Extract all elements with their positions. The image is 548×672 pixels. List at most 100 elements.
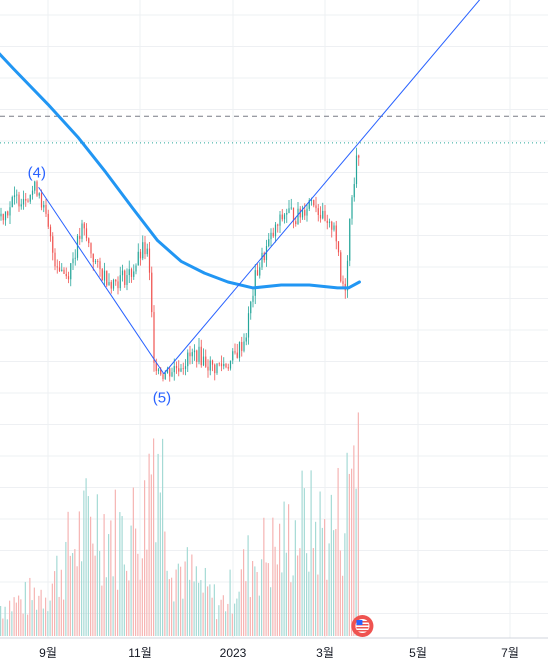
candle-body <box>119 275 121 289</box>
candle-body <box>290 207 292 209</box>
candle-body <box>54 252 56 267</box>
candle-body <box>214 364 216 374</box>
candle-body <box>333 225 335 230</box>
volume-bar <box>105 577 107 636</box>
candle-body <box>133 271 135 277</box>
volume-bar <box>45 597 47 636</box>
candle-body <box>295 221 297 225</box>
candle-body <box>79 235 81 239</box>
candle-body <box>43 204 45 208</box>
x-tick-label: 5월 <box>409 646 427 660</box>
candle-body <box>310 199 313 201</box>
candle-body <box>351 197 353 219</box>
volume-bar <box>94 555 96 636</box>
trendline-up[interactable] <box>163 0 536 375</box>
candle-body <box>34 181 36 191</box>
candle-body <box>355 155 358 185</box>
candle-body <box>335 225 337 242</box>
candle-body <box>11 197 13 208</box>
volume-bar <box>288 504 290 636</box>
volume-bar <box>234 603 236 636</box>
volume-bar <box>182 598 184 636</box>
volume-bar <box>168 579 170 636</box>
candle-body <box>281 214 283 220</box>
volume-bar <box>159 492 161 636</box>
volume-bar <box>87 496 89 636</box>
candle-body <box>101 269 103 281</box>
volume-bar <box>22 613 24 636</box>
volume-bar <box>150 474 152 636</box>
candle-body <box>49 226 52 237</box>
candle-body <box>232 351 234 361</box>
volume-bar <box>65 541 67 636</box>
volume-bar <box>13 597 15 636</box>
candle-body <box>202 356 205 366</box>
candle-body <box>299 208 301 218</box>
candle-body <box>319 214 322 219</box>
volume-bar <box>101 585 103 636</box>
moving-average-line[interactable] <box>0 42 361 290</box>
volume-bar <box>117 589 119 636</box>
volume-bar <box>218 605 220 636</box>
candle-body <box>67 276 70 280</box>
candle-body <box>227 367 229 369</box>
volume-bar <box>15 602 17 636</box>
candle-body <box>279 214 281 226</box>
volume-bar <box>56 555 58 636</box>
volume-bar <box>186 547 188 636</box>
volume-bar <box>2 618 4 636</box>
candle-body <box>61 269 63 272</box>
volume-bar <box>195 566 197 636</box>
volume-bar <box>108 534 110 636</box>
volume-bar <box>189 579 191 636</box>
candle-body <box>175 366 178 369</box>
candle-body <box>254 270 256 296</box>
candle-body <box>52 236 54 253</box>
candle-body <box>153 312 155 363</box>
candle-body <box>322 210 324 219</box>
volume-bar <box>123 564 125 636</box>
volume-bar <box>220 599 222 636</box>
volume-bar <box>29 577 31 636</box>
candle-body <box>31 190 34 195</box>
volume-bar <box>139 579 141 636</box>
volume-bar <box>31 600 33 636</box>
volume-bar <box>27 614 29 636</box>
candle-body <box>18 194 20 207</box>
volume-bar <box>103 514 105 636</box>
volume-bar <box>281 572 283 636</box>
volume-bar <box>112 576 114 636</box>
trendline-down[interactable] <box>38 187 165 375</box>
volume-bar <box>162 438 164 636</box>
candle-body <box>126 275 128 285</box>
wave-label-4: (4) <box>28 164 46 181</box>
candle-body <box>218 363 220 365</box>
candle-body <box>65 273 67 277</box>
volume-bar <box>99 551 101 636</box>
volume-bar <box>256 572 258 636</box>
volume-bar <box>4 606 6 636</box>
volume-bar <box>153 438 155 636</box>
candle-body <box>72 258 74 264</box>
volume-bar <box>96 494 98 636</box>
candle-body <box>94 261 97 263</box>
candle-body <box>265 246 268 261</box>
candle-body <box>331 221 333 230</box>
candle-body <box>184 366 187 369</box>
volume-bar <box>85 478 87 636</box>
volume-bar <box>321 527 323 636</box>
volume-bar <box>58 596 60 636</box>
flag-canton <box>356 620 363 625</box>
us-flag-icon[interactable] <box>351 615 374 637</box>
candle-body <box>247 313 250 338</box>
volume-bar <box>63 599 65 636</box>
volume-bar <box>279 523 281 636</box>
volume-bar <box>306 553 308 636</box>
volume-bar <box>328 543 330 636</box>
candle-body <box>340 252 342 282</box>
volume-bar <box>247 535 249 636</box>
volume-bar <box>148 453 150 636</box>
candle-body <box>151 272 153 313</box>
